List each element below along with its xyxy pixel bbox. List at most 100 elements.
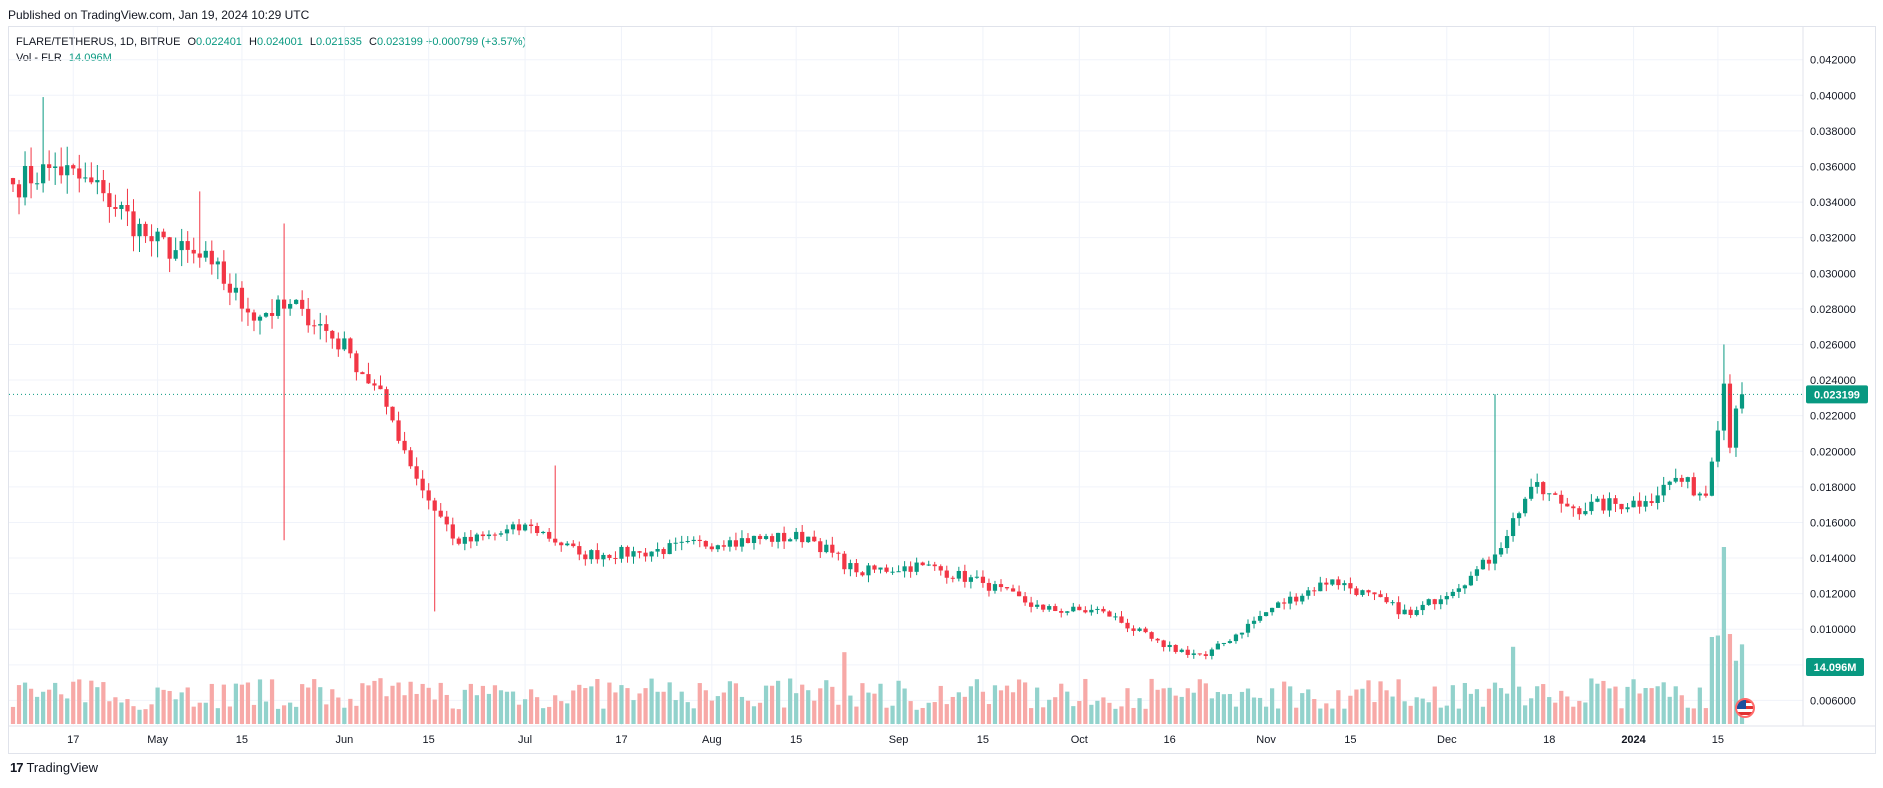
- volume-bar: [1125, 688, 1130, 724]
- candle-body: [203, 250, 208, 258]
- volume-bar: [1209, 698, 1214, 724]
- volume-bar: [655, 691, 660, 724]
- candle-body: [390, 406, 395, 421]
- us-flag-icon[interactable]: [1735, 698, 1755, 718]
- candle-body: [986, 582, 992, 591]
- volume-bar: [1667, 696, 1672, 724]
- volume-bar: [149, 704, 154, 724]
- candle-body: [1233, 634, 1239, 642]
- y-tick-label: 0.020000: [1810, 446, 1856, 458]
- volume-bar: [251, 704, 257, 724]
- candle-body: [1727, 383, 1733, 448]
- candle-body: [619, 546, 624, 559]
- volume-bar: [589, 686, 594, 724]
- candle-body: [318, 324, 323, 326]
- candle-body: [1179, 649, 1184, 652]
- candle-body: [1348, 583, 1353, 589]
- volume-bar: [1637, 693, 1642, 724]
- candle-body: [1420, 604, 1425, 611]
- candle-body: [1155, 638, 1160, 641]
- candle-body: [366, 374, 371, 384]
- candle-body: [71, 165, 76, 169]
- high-label: H: [249, 36, 257, 48]
- candle-body: [1601, 498, 1606, 511]
- published-header: Published on TradingView.com, Jan 19, 20…: [8, 8, 310, 22]
- volume-bar: [1354, 689, 1359, 724]
- candle-body: [83, 177, 88, 179]
- last-volume-badge: [1806, 658, 1864, 676]
- volume-bar: [257, 679, 263, 724]
- candle-body: [769, 536, 775, 542]
- candle-body: [1516, 513, 1522, 519]
- volume-label[interactable]: Vol - FLR: [16, 52, 62, 64]
- volume-bar: [637, 693, 642, 724]
- volume-bar: [1173, 695, 1178, 724]
- candle-body: [1312, 590, 1317, 592]
- volume-bar: [854, 706, 859, 724]
- candle-body: [414, 466, 419, 479]
- volume-bar: [1004, 685, 1010, 724]
- candle-body: [1697, 493, 1702, 496]
- volume-bar: [1251, 697, 1257, 724]
- volume-bar: [902, 688, 907, 724]
- volume-bar: [691, 708, 696, 724]
- volume-bar: [438, 682, 443, 724]
- candle-body: [294, 299, 299, 304]
- x-tick-label: 15: [1712, 734, 1724, 746]
- volume-bar: [468, 683, 473, 724]
- candle-body: [908, 566, 913, 572]
- candle-body: [348, 338, 353, 354]
- volume-bar: [390, 685, 395, 724]
- volume-bar: [595, 679, 600, 724]
- volume-bar: [306, 687, 311, 724]
- candle-body: [1125, 622, 1130, 629]
- candle-body: [950, 577, 955, 579]
- candle-body: [1263, 612, 1269, 617]
- candle-body: [944, 570, 949, 578]
- volume-bar: [1426, 702, 1431, 724]
- candle-body: [1065, 611, 1070, 613]
- candle-body: [1010, 588, 1016, 592]
- candle-body: [589, 550, 594, 560]
- candle-body: [426, 490, 431, 501]
- candle-body: [1227, 641, 1233, 643]
- candle-body: [1035, 604, 1040, 607]
- candle-body: [396, 420, 401, 441]
- volume-bar: [1498, 688, 1504, 724]
- x-tick-label: 15: [236, 734, 248, 746]
- volume-bar: [1089, 704, 1094, 724]
- candle-body: [269, 313, 275, 316]
- candle-body: [806, 536, 811, 543]
- volume-bar: [1541, 684, 1546, 724]
- candle-body: [1113, 616, 1118, 618]
- candle-body: [691, 539, 696, 542]
- volume-bar: [1390, 696, 1395, 724]
- x-tick-label: Oct: [1071, 734, 1088, 746]
- candle-body: [1029, 602, 1034, 607]
- volume-bar: [1438, 707, 1443, 724]
- candle-body: [932, 564, 937, 567]
- volume-bar: [926, 702, 931, 724]
- symbol-label[interactable]: FLARE/TETHERUS, 1D, BITRUE: [16, 36, 181, 48]
- volume-bar: [522, 699, 528, 724]
- volume-bar: [703, 690, 708, 724]
- x-tick-label: 15: [977, 734, 989, 746]
- volume-bar: [1529, 698, 1534, 724]
- volume-bar: [932, 702, 937, 724]
- candle-body: [1462, 585, 1467, 589]
- y-tick-label: 0.018000: [1810, 482, 1856, 494]
- volume-bar: [1420, 698, 1425, 724]
- candle-body: [324, 324, 329, 331]
- volume-bar: [1143, 708, 1148, 724]
- candle-body: [59, 166, 64, 176]
- candle-body: [1709, 461, 1714, 496]
- volume-bar: [1679, 695, 1684, 724]
- volume-bar: [1414, 697, 1419, 724]
- candle-body: [595, 550, 600, 560]
- candle-body: [625, 546, 630, 557]
- candle-body: [288, 303, 293, 309]
- candle-body: [468, 536, 473, 542]
- candle-body: [1643, 501, 1648, 507]
- volume-bar: [1257, 697, 1263, 724]
